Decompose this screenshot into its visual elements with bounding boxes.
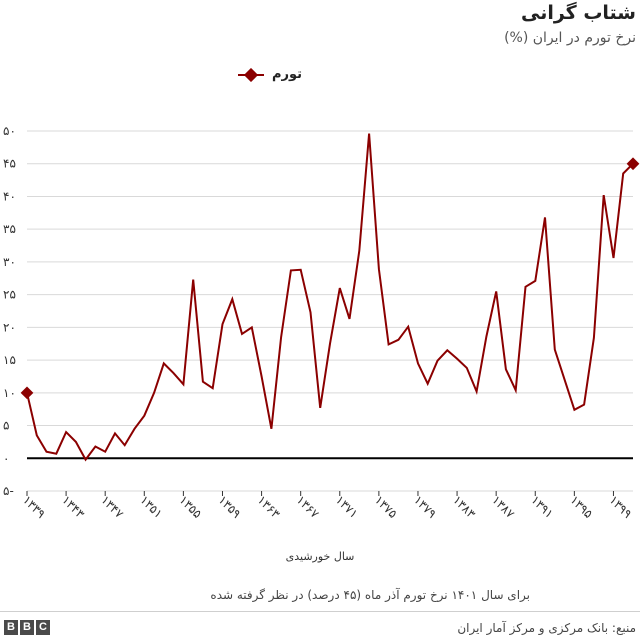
- x-tick-label: ۱۳۳۹: [20, 493, 48, 521]
- first-point-marker: [20, 386, 34, 400]
- x-tick-label: ۱۳۶۷: [294, 493, 323, 522]
- x-tick-label: ۱۳۷۱: [333, 493, 361, 521]
- bbc-logo-letter-b2: B: [20, 620, 34, 635]
- x-tick-label: ۱۳۶۳: [255, 493, 284, 522]
- x-tick-label: ۱۳۴۷: [98, 493, 127, 522]
- footnote: برای سال ۱۴۰۱ نرخ تورم آذر ماه (۴۵ درصد)…: [210, 588, 530, 602]
- x-tick-label: ۱۳۵۹: [215, 493, 243, 521]
- series-line-inflation: [26, 133, 634, 462]
- y-tick-label: ۳۵: [3, 222, 16, 236]
- source-note: منبع: بانک مرکزی و مرکز آمار ایران: [457, 621, 636, 635]
- x-tick-label: ۱۳۹۹: [606, 493, 634, 521]
- x-tick-label: ۱۳۸۳: [450, 493, 479, 522]
- y-tick-label: ۵: [3, 419, 9, 433]
- x-tick-label: ۱۳۵۵: [176, 493, 204, 521]
- y-tick-label: ۴۵: [3, 157, 16, 171]
- y-tick-label: ۳۰: [3, 255, 16, 269]
- y-tick-label: ۱۰: [3, 386, 16, 400]
- x-tick-label: ۱۳۷۹: [411, 493, 439, 521]
- grid-lines: [27, 130, 633, 492]
- x-tick-label: ۱۳۹۱: [528, 493, 556, 521]
- y-tick-label: ۴۰: [3, 189, 16, 203]
- bbc-logo: B B C: [4, 620, 50, 635]
- y-tick-label: ۲۰: [3, 320, 16, 334]
- legend: تورم: [236, 67, 302, 82]
- x-tick-label: ۱۳۴۳: [59, 493, 88, 522]
- y-axis-ticks: ۵- ۰ ۵ ۱۰ ۱۵ ۲۰ ۲۵ ۳۰ ۳۵ ۴۰ ۴۵ ۵۰: [3, 124, 16, 498]
- legend-label: تورم: [272, 67, 303, 82]
- x-axis-ticks: ۱۳۳۹ ۱۳۴۳ ۱۳۴۷ ۱۳۵۱ ۱۳۵۵ ۱۳۵۹ ۱۳۶۳ ۱۳۶۷ ۱۳۷۱ ۱۳۷۵…: [20, 491, 635, 521]
- series-points: [20, 157, 640, 400]
- divider: [0, 611, 640, 612]
- x-tick-label: ۱۳۹۵: [567, 493, 595, 521]
- bbc-logo-letter-b1: B: [4, 620, 18, 635]
- x-tick-label: ۱۳۸۷: [489, 493, 518, 522]
- y-tick-label: ۱۵: [3, 353, 16, 367]
- y-tick-label: ۵۰: [3, 124, 16, 138]
- y-tick-label: ۰: [3, 451, 9, 465]
- legend-marker-icon: [238, 67, 264, 82]
- bbc-logo-letter-c: C: [36, 620, 50, 635]
- chart-subtitle: نرخ تورم در ایران (%): [504, 30, 636, 46]
- y-tick-label: ۵-: [3, 484, 14, 498]
- x-tick-label: ۱۳۵۱: [137, 493, 165, 521]
- chart-title: شتاب گرانی: [520, 2, 636, 24]
- x-axis-label: سال خورشیدی: [286, 550, 355, 563]
- y-tick-label: ۲۵: [3, 288, 16, 302]
- x-tick-label: ۱۳۷۵: [372, 493, 400, 521]
